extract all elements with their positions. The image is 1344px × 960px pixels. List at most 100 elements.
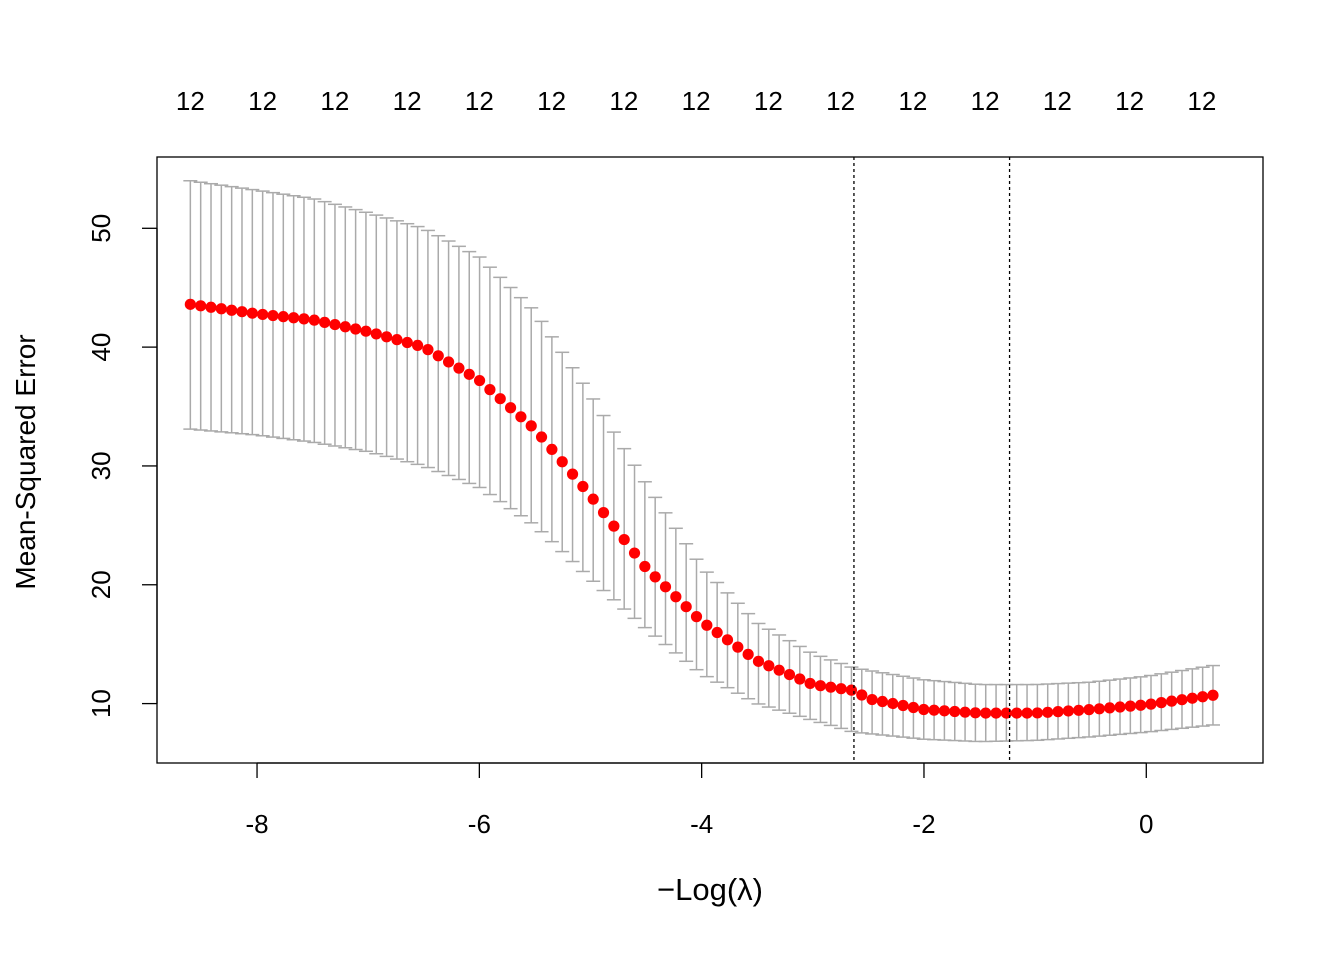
data-point [298,313,310,325]
data-point [845,684,858,696]
x-axis-title-main: Log(λ) [675,872,763,907]
data-point [1114,701,1126,713]
x-tick-label: 0 [1139,809,1153,839]
data-point [825,681,837,693]
top-axis-label: 12 [682,86,711,116]
y-axis-title: Mean-Squared Error [10,334,41,589]
y-tick-label: 20 [86,570,116,599]
data-point [195,300,207,312]
error-bars [183,180,1220,743]
top-axis: 12 12 12 12 12 12 12 12 12 12 12 12 12 12 12 [176,86,1216,116]
data-point [236,306,248,318]
reference-lines [853,157,1011,763]
top-axis-label: 12 [537,86,566,116]
top-axis-label: 12 [754,86,783,116]
data-point [350,323,362,335]
data-point [1186,692,1198,704]
data-point [391,334,403,346]
data-point [205,301,217,313]
data-point [742,648,754,660]
top-axis-label: 12 [609,86,638,116]
data-point [184,298,196,310]
data-point [732,641,744,653]
top-axis-label: 12 [1043,86,1072,116]
data-point [432,350,444,362]
data-point [525,420,537,432]
data-point [752,655,765,667]
data-point [938,705,951,717]
data-point [835,683,847,695]
data-point [546,443,558,456]
data-point [907,701,920,714]
data-point [442,356,455,368]
y-axis: 10 20 30 40 50 [86,214,158,718]
x-axis: -8 -6 -4 -2 0 [245,762,1154,839]
data-point [608,520,620,532]
data-point [1135,699,1147,711]
data-point [339,321,351,333]
data-point [1124,700,1136,712]
data-point [381,331,393,343]
data-point [814,680,827,692]
data-point [969,707,981,719]
data-point [401,336,413,349]
data-point [1104,702,1116,714]
data-point [422,344,434,356]
data-point [1062,705,1074,717]
y-tick-label: 30 [86,451,116,480]
data-point [1093,703,1105,715]
data-point [308,314,320,326]
x-axis-title: −Log(λ) [657,872,763,907]
data-point [257,308,269,321]
data-point [267,309,279,322]
data-point [1197,691,1209,703]
y-tick-label: 10 [86,689,116,718]
data-point [1176,694,1188,706]
data-point [680,601,692,613]
x-tick-label: -6 [468,809,491,839]
data-point [1052,706,1064,718]
top-axis-label: 12 [826,86,855,116]
top-axis-label: 12 [248,86,277,116]
data-point [959,706,971,718]
x-tick-label: -8 [245,809,268,839]
data-point [949,705,961,718]
plot-frame [156,156,1264,764]
data-point [876,695,889,708]
data-point [928,704,940,716]
data-point [411,339,424,352]
data-point [360,325,372,337]
data-point [246,307,258,319]
data-point [670,591,682,603]
data-point [226,304,238,316]
data-point [887,697,899,710]
data-point [1207,689,1219,701]
data-point [639,560,651,573]
data-point [515,411,527,423]
data-point [556,456,568,468]
top-axis-label: 12 [971,86,1000,116]
top-axis-label: 12 [1115,86,1144,116]
top-axis-label: 12 [320,86,349,116]
data-point [897,699,909,712]
data-point [701,619,713,631]
data-point [721,634,734,646]
data-point [783,668,796,681]
data-point [763,660,775,672]
data-point [918,703,930,716]
data-point [1155,697,1167,709]
data-point [990,707,1002,719]
y-tick-label: 40 [86,333,116,362]
data-point [215,303,227,315]
data-point [1021,707,1033,719]
data-point [980,707,992,719]
data-point [773,664,785,676]
data-point [453,362,465,374]
data-point [866,693,878,706]
data-point [288,312,300,324]
top-axis-label: 12 [1187,86,1216,116]
top-axis-label: 12 [393,86,422,116]
y-tick-label: 50 [86,214,116,243]
data-point [587,493,599,505]
data-point [1166,695,1178,707]
